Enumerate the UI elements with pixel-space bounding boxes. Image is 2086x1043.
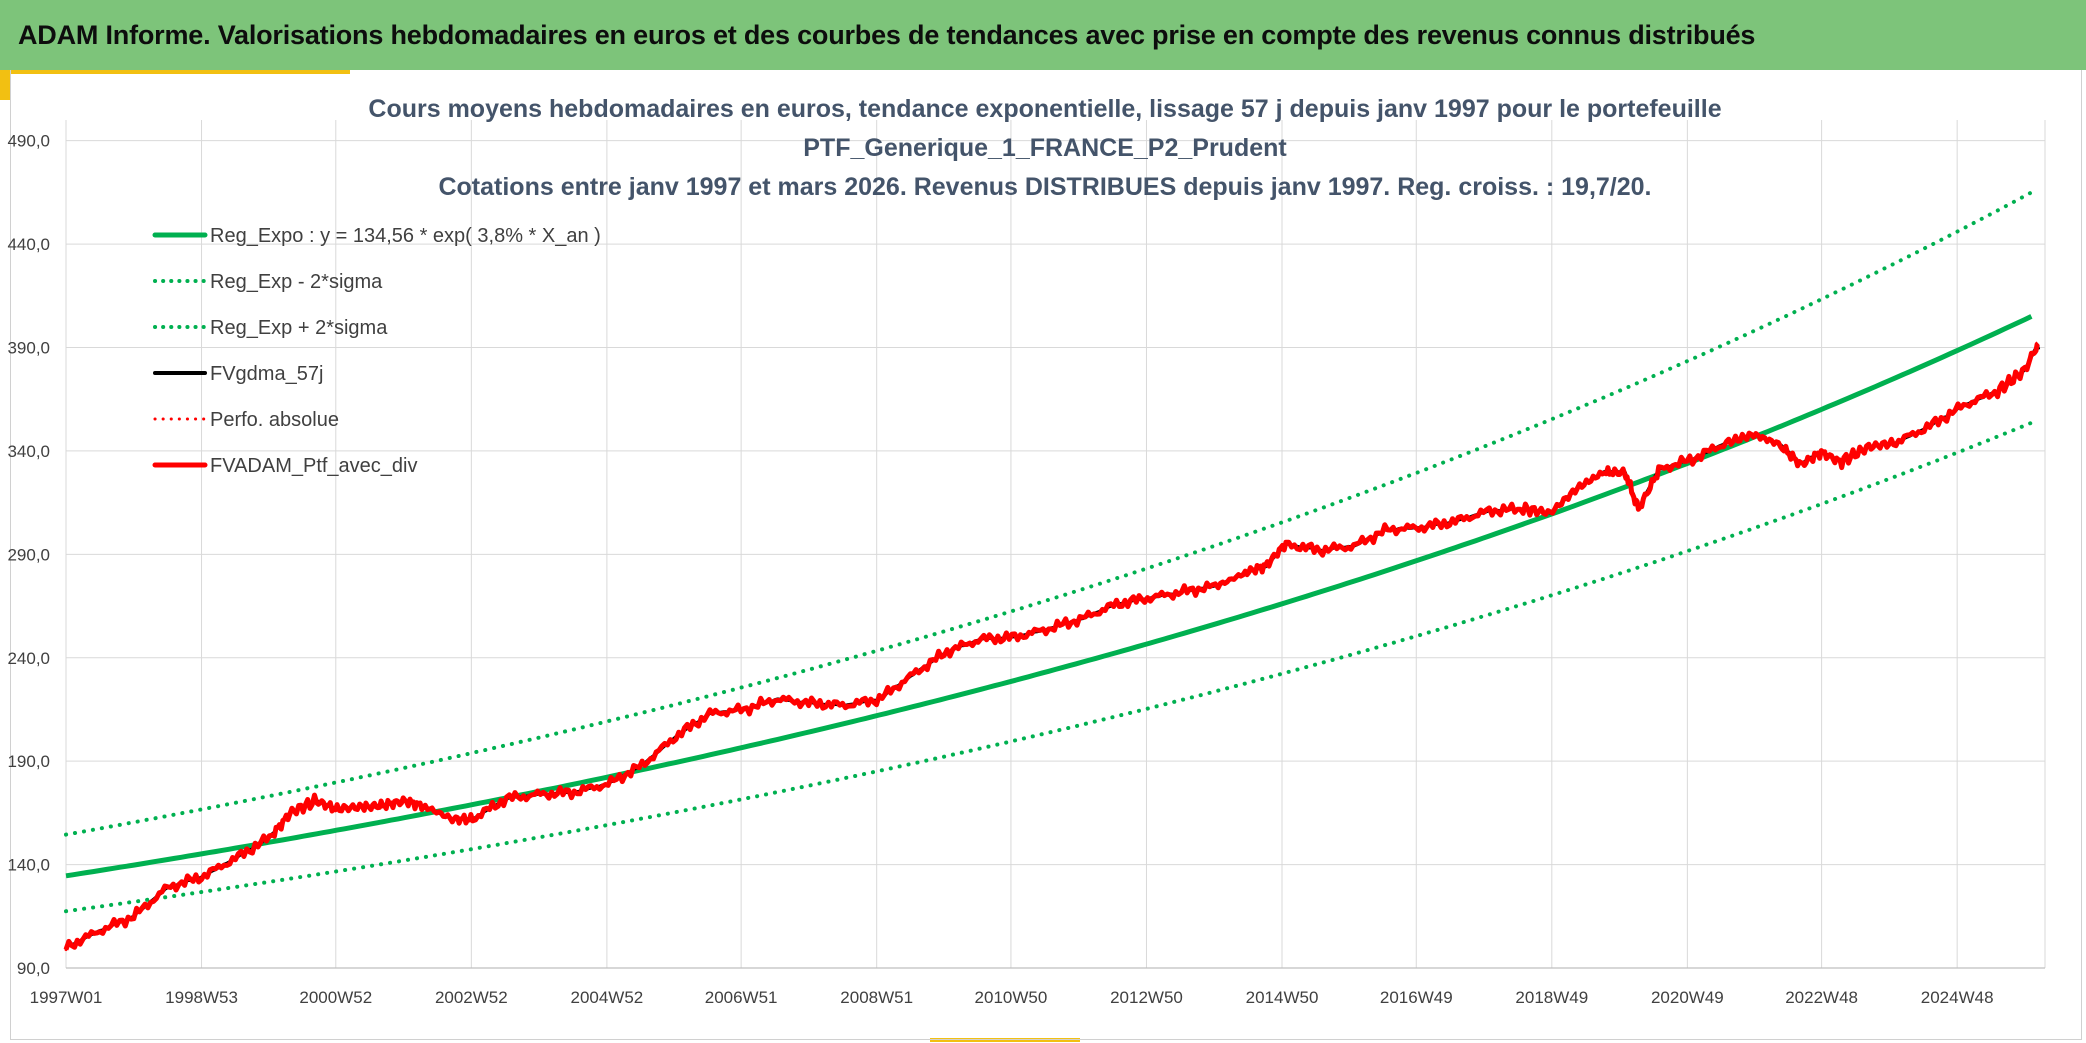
y-tick-label: 90,0: [17, 959, 50, 978]
x-tick-label: 2018W49: [1515, 988, 1588, 1007]
y-tick-label: 190,0: [7, 752, 50, 771]
y-tick-label: 390,0: [7, 339, 50, 358]
legend-label-portfolio: FVADAM_Ptf_avec_div: [210, 455, 418, 477]
y-tick-label: 290,0: [7, 545, 50, 564]
x-tick-label: 2002W52: [435, 988, 508, 1007]
y-tick-label: 490,0: [7, 132, 50, 151]
y-tick-label: 340,0: [7, 442, 50, 461]
x-tick-label: 2024W48: [1921, 988, 1994, 1007]
x-tick-label: 2014W50: [1246, 988, 1319, 1007]
x-tick-label: 2004W52: [570, 988, 643, 1007]
series-portfolio: [63, 341, 2040, 951]
x-tick-label: 2010W50: [975, 988, 1048, 1007]
x-tick-label: 2000W52: [299, 988, 372, 1007]
x-tick-label: 2022W48: [1785, 988, 1858, 1007]
accent-bar-bottom: [930, 1038, 1080, 1042]
x-tick-label: 2020W49: [1651, 988, 1724, 1007]
x-tick-label: 1997W01: [30, 988, 103, 1007]
legend-label-lower: Reg_Exp - 2*sigma: [210, 271, 383, 293]
series-trend: [65, 314, 2033, 879]
series-lines: [63, 190, 2041, 952]
x-tick-label: 2006W51: [705, 988, 778, 1007]
chart-title-line-2: PTF_Generique_1_FRANCE_P2_Prudent: [803, 134, 1287, 162]
legend-label-upper: Reg_Exp + 2*sigma: [210, 317, 388, 339]
x-tick-label: 1998W53: [165, 988, 238, 1007]
x-tick-label: 2012W50: [1110, 988, 1183, 1007]
chart-frame: [10, 70, 2082, 1040]
accent-bar-left: [0, 70, 10, 100]
y-tick-label: 240,0: [7, 649, 50, 668]
series-lower-band: [64, 420, 2034, 914]
legend-label-trend: Reg_Expo : y = 134,56 * exp( 3,8% * X_an…: [210, 225, 601, 247]
legend-label-smoothed: FVgdma_57j: [210, 363, 323, 385]
page-title: ADAM Informe. Valorisations hebdomadaire…: [18, 19, 1756, 50]
x-axis-ticks: 1997W01 1998W53 2000W52 2002W52 2004W52 2006W…: [30, 988, 1994, 1007]
series-upper-band: [64, 190, 2034, 837]
chart-title-line-1: Cours moyens hebdomadaires en euros, ten…: [368, 95, 1721, 123]
grid: [65, 120, 2046, 969]
accent-bar-top: [10, 70, 350, 74]
y-axis-ticks: 90,0 140,0 190,0 240,0 290,0 340,0 390,0 440,0 4…: [7, 132, 50, 978]
y-tick-label: 140,0: [7, 856, 50, 875]
x-tick-label: 2016W49: [1380, 988, 1453, 1007]
x-tick-label: 2008W51: [840, 988, 913, 1007]
legend: Reg_Expo : y = 134,56 * exp( 3,8% * X_an…: [152, 225, 601, 477]
chart-title: Cours moyens hebdomadaires en euros, ten…: [368, 95, 1721, 201]
header-banner: ADAM Informe. Valorisations hebdomadaire…: [0, 0, 2086, 70]
legend-label-absolute: Perfo. absolue: [210, 409, 339, 431]
chart-title-line-3: Cotations entre janv 1997 et mars 2026. …: [438, 173, 1651, 201]
y-tick-label: 440,0: [7, 235, 50, 254]
